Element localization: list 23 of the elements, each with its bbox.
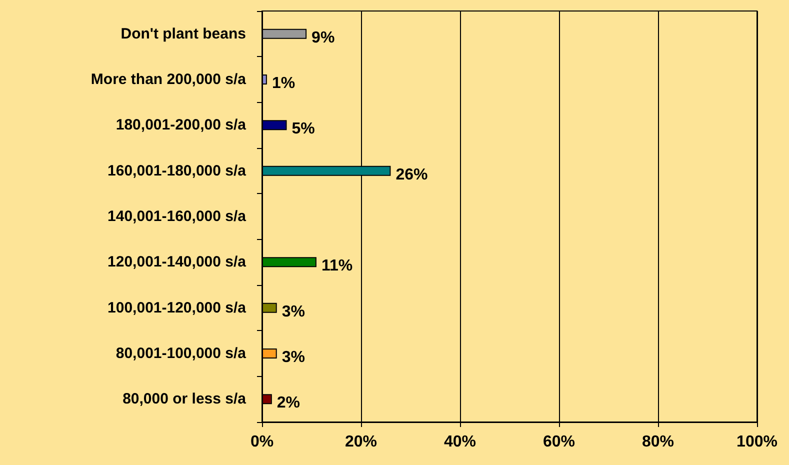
y-tick-label: 180,001-200,00 s/a [116, 116, 247, 134]
data-label: 1% [272, 75, 296, 92]
data-label: 3% [282, 303, 305, 320]
y-tick-label: 100,001-120,000 s/a [108, 299, 247, 316]
data-label: 5% [292, 120, 315, 138]
x-tick-label: 60% [542, 434, 576, 450]
y-tick-label: Don't plant beans [120, 25, 246, 42]
y-tick-label: 80,000 or less s/a [122, 390, 247, 408]
y-tick-label: 140,001-160,000 s/a [108, 208, 247, 225]
y-tick-label: 160,001-180,000 s/a [108, 162, 247, 180]
y-tick-label: 80,001-100,000 s/a [116, 345, 247, 362]
x-tick-label: 80% [642, 434, 674, 450]
data-label: 3% [282, 349, 305, 366]
x-tick-label: 20% [344, 434, 378, 450]
data-label: 2% [276, 394, 300, 412]
y-tick-label: 120,001-140,000 s/a [108, 254, 247, 271]
y-tick-label: More than 200,000 s/a [90, 71, 247, 88]
x-tick-label: 40% [444, 434, 476, 450]
x-tick-label: 0% [250, 434, 274, 450]
data-label: 26% [396, 166, 428, 184]
data-label: 9% [312, 29, 335, 46]
x-tick-label: 100% [736, 434, 778, 450]
data-label: 11% [321, 258, 353, 275]
